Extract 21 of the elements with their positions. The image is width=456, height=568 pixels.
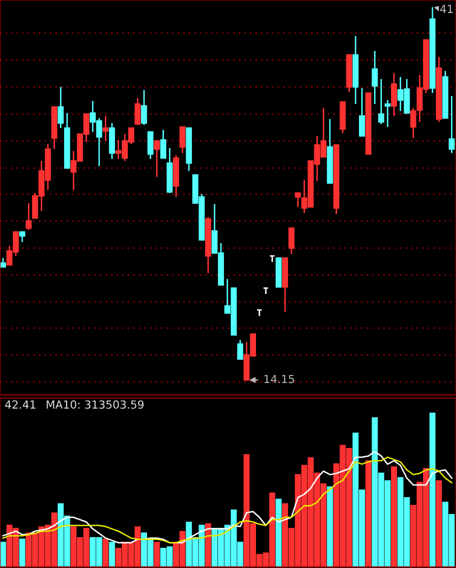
candlestick (365, 92, 372, 155)
bar (0, 542, 6, 567)
bar (365, 460, 372, 567)
candlestick (262, 287, 269, 295)
annotation: 14.15 (264, 374, 294, 384)
bar (276, 498, 282, 567)
bar (154, 542, 160, 567)
candlestick (269, 255, 276, 263)
bar (108, 542, 115, 567)
bar (429, 412, 436, 567)
bar (326, 486, 333, 567)
bar (19, 538, 26, 567)
text: 42.41 (5, 400, 36, 409)
annotation: 41 (440, 4, 453, 13)
bar (205, 523, 212, 567)
text: MA10: 313503.59 (46, 400, 144, 409)
bar (436, 480, 442, 567)
candlestick (256, 309, 262, 317)
bar (391, 466, 398, 567)
bar (102, 538, 109, 567)
candlestick (276, 257, 282, 288)
